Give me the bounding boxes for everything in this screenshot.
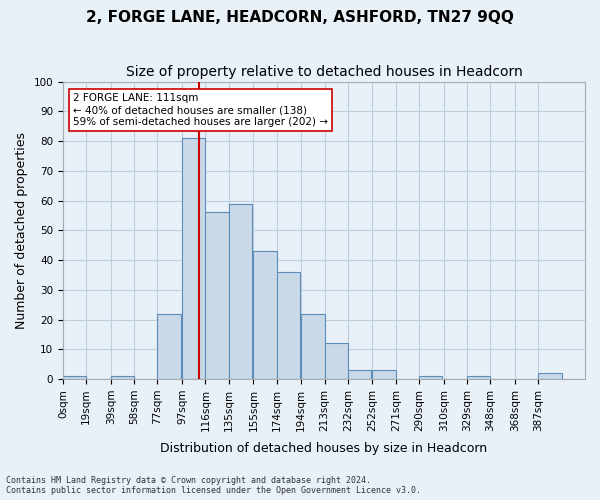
Bar — [325, 344, 348, 379]
Bar — [348, 370, 371, 379]
Bar — [205, 212, 229, 379]
Bar — [63, 376, 86, 379]
Bar — [277, 272, 300, 379]
Bar — [111, 376, 134, 379]
Bar — [373, 370, 396, 379]
Text: Contains HM Land Registry data © Crown copyright and database right 2024.
Contai: Contains HM Land Registry data © Crown c… — [6, 476, 421, 495]
Bar — [157, 314, 181, 379]
Y-axis label: Number of detached properties: Number of detached properties — [15, 132, 28, 329]
X-axis label: Distribution of detached houses by size in Headcorn: Distribution of detached houses by size … — [160, 442, 488, 455]
Bar — [301, 314, 325, 379]
Bar — [467, 376, 490, 379]
Bar — [182, 138, 205, 379]
Title: Size of property relative to detached houses in Headcorn: Size of property relative to detached ho… — [125, 65, 523, 79]
Bar — [253, 251, 277, 379]
Text: 2, FORGE LANE, HEADCORN, ASHFORD, TN27 9QQ: 2, FORGE LANE, HEADCORN, ASHFORD, TN27 9… — [86, 10, 514, 25]
Bar — [229, 204, 252, 379]
Text: 2 FORGE LANE: 111sqm
← 40% of detached houses are smaller (138)
59% of semi-deta: 2 FORGE LANE: 111sqm ← 40% of detached h… — [73, 94, 328, 126]
Bar — [419, 376, 442, 379]
Bar — [538, 373, 562, 379]
